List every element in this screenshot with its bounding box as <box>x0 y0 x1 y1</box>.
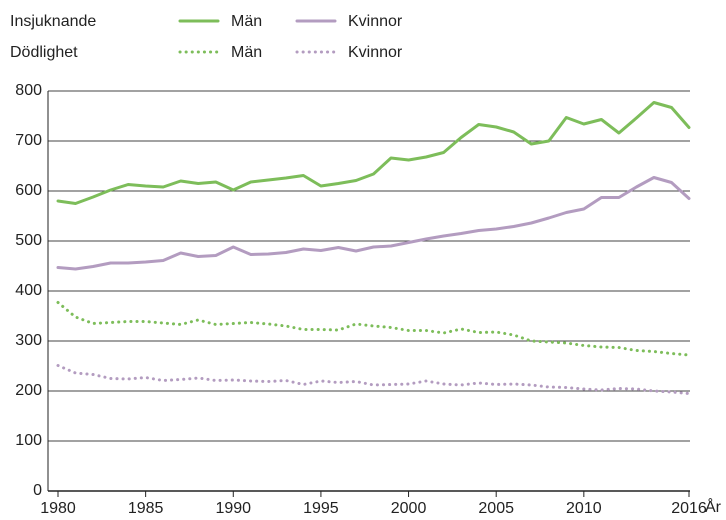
legend-label: Kvinnor <box>348 13 403 30</box>
data-line <box>56 301 691 357</box>
data-line <box>56 176 691 271</box>
y-tick-label: 200 <box>15 382 42 399</box>
data-line <box>56 101 691 205</box>
y-tick-label: 500 <box>15 232 42 249</box>
y-tick-label: 700 <box>15 132 42 149</box>
x-tick-label: 1980 <box>40 500 76 517</box>
y-tick-label: 100 <box>15 432 42 449</box>
legend-label: Män <box>231 44 262 61</box>
legend-group-label: Insjuknande <box>10 13 96 30</box>
y-tick-label: 300 <box>15 332 42 349</box>
y-tick-label: 0 <box>33 482 42 499</box>
x-axis-label: År <box>705 497 722 516</box>
x-tick-label: 2016 <box>671 500 707 517</box>
legend-label: Kvinnor <box>348 44 403 61</box>
x-tick-label: 2010 <box>566 500 602 517</box>
x-tick-label: 1990 <box>215 500 251 517</box>
x-tick-label: 2000 <box>391 500 427 517</box>
x-tick-label: 1995 <box>303 500 339 517</box>
legend-group-label: Dödlighet <box>10 44 78 61</box>
y-tick-label: 800 <box>15 82 42 99</box>
y-tick-label: 600 <box>15 182 42 199</box>
x-tick-label: 1985 <box>128 500 164 517</box>
data-line <box>56 364 691 395</box>
x-tick-label: 2005 <box>478 500 514 517</box>
legend-label: Män <box>231 13 262 30</box>
y-tick-label: 400 <box>15 282 42 299</box>
